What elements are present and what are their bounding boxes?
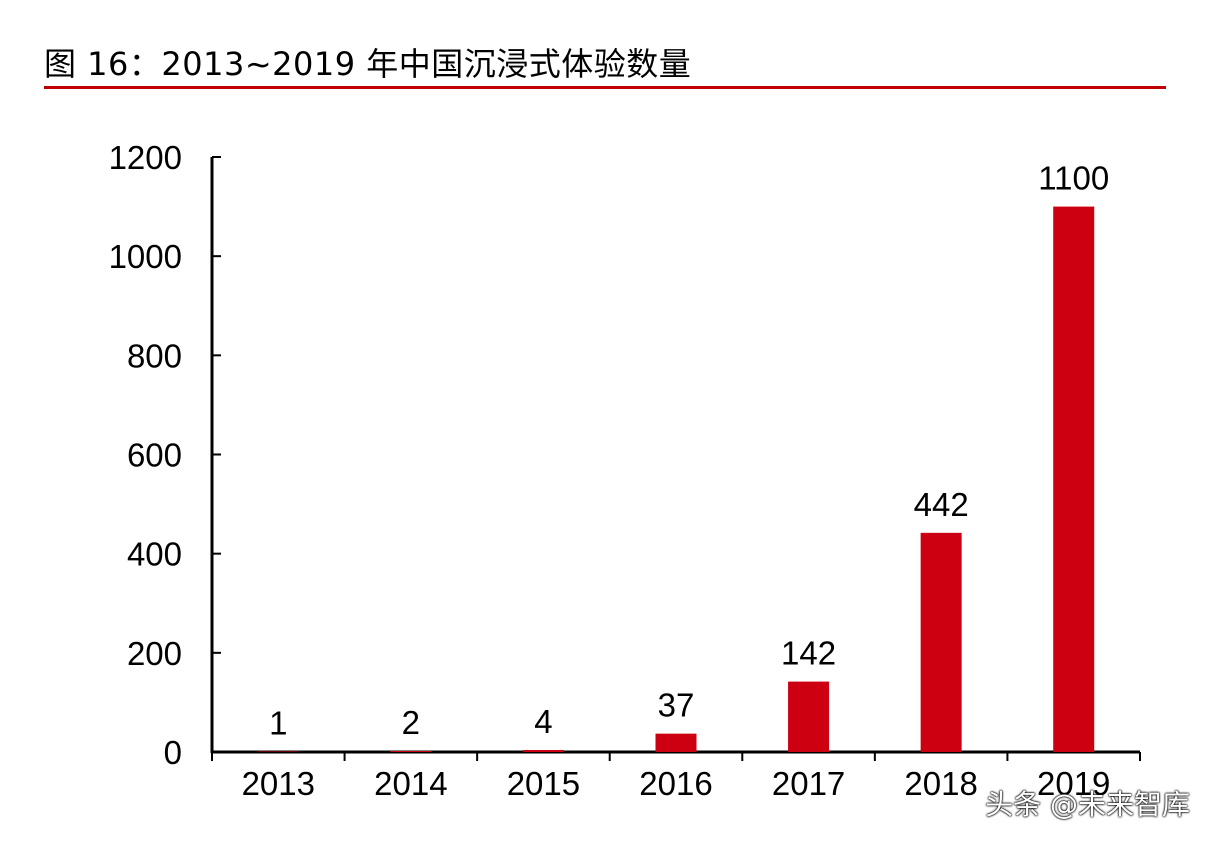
y-tick-label: 800	[127, 337, 182, 374]
y-tick-label: 200	[127, 635, 182, 672]
data-label-2017: 142	[781, 635, 836, 672]
x-tick-label-2014: 2014	[374, 765, 447, 802]
data-label-2013: 1	[269, 705, 287, 742]
data-label-2018: 442	[914, 486, 969, 523]
chart-title: 图 16：2013~2019 年中国沉浸式体验数量	[44, 45, 692, 83]
data-labels: 1 2 4 37 142 442 1100	[269, 160, 1109, 742]
chart-bars	[257, 206, 1095, 753]
watermark: 头条 @未来智库	[985, 788, 1190, 821]
bar-2016	[655, 733, 697, 752]
x-tick-label-2016: 2016	[639, 765, 712, 802]
x-tick-label-2015: 2015	[507, 765, 580, 802]
data-label-2014: 2	[402, 704, 420, 741]
bar-2015	[522, 750, 564, 752]
x-tick-label-2017: 2017	[772, 765, 845, 802]
data-label-2016: 37	[658, 687, 695, 724]
bar-2014	[390, 751, 432, 752]
bar-2017	[788, 681, 830, 752]
bar-2019	[1053, 206, 1095, 753]
y-axis-ticks: 0 200 400 600 800 1000 1200	[109, 139, 221, 771]
y-tick-label: 600	[127, 437, 182, 474]
x-axis-ticks: 2013 2014 2015 2016 2017 2018 2019	[242, 765, 1111, 802]
bar-2018	[920, 532, 962, 752]
x-tick-label-2019: 2019	[1037, 765, 1110, 802]
x-tick-label-2018: 2018	[904, 765, 977, 802]
data-label-2019: 1100	[1038, 160, 1109, 197]
x-tick-label-2013: 2013	[242, 765, 315, 802]
y-tick-label: 400	[127, 536, 182, 573]
chart-axes	[210, 157, 1141, 761]
y-tick-label: 0	[164, 734, 182, 771]
title-underline	[44, 86, 1166, 89]
y-tick-label: 1000	[109, 238, 182, 275]
data-label-2015: 4	[534, 703, 552, 740]
y-tick-label: 1200	[109, 139, 182, 176]
